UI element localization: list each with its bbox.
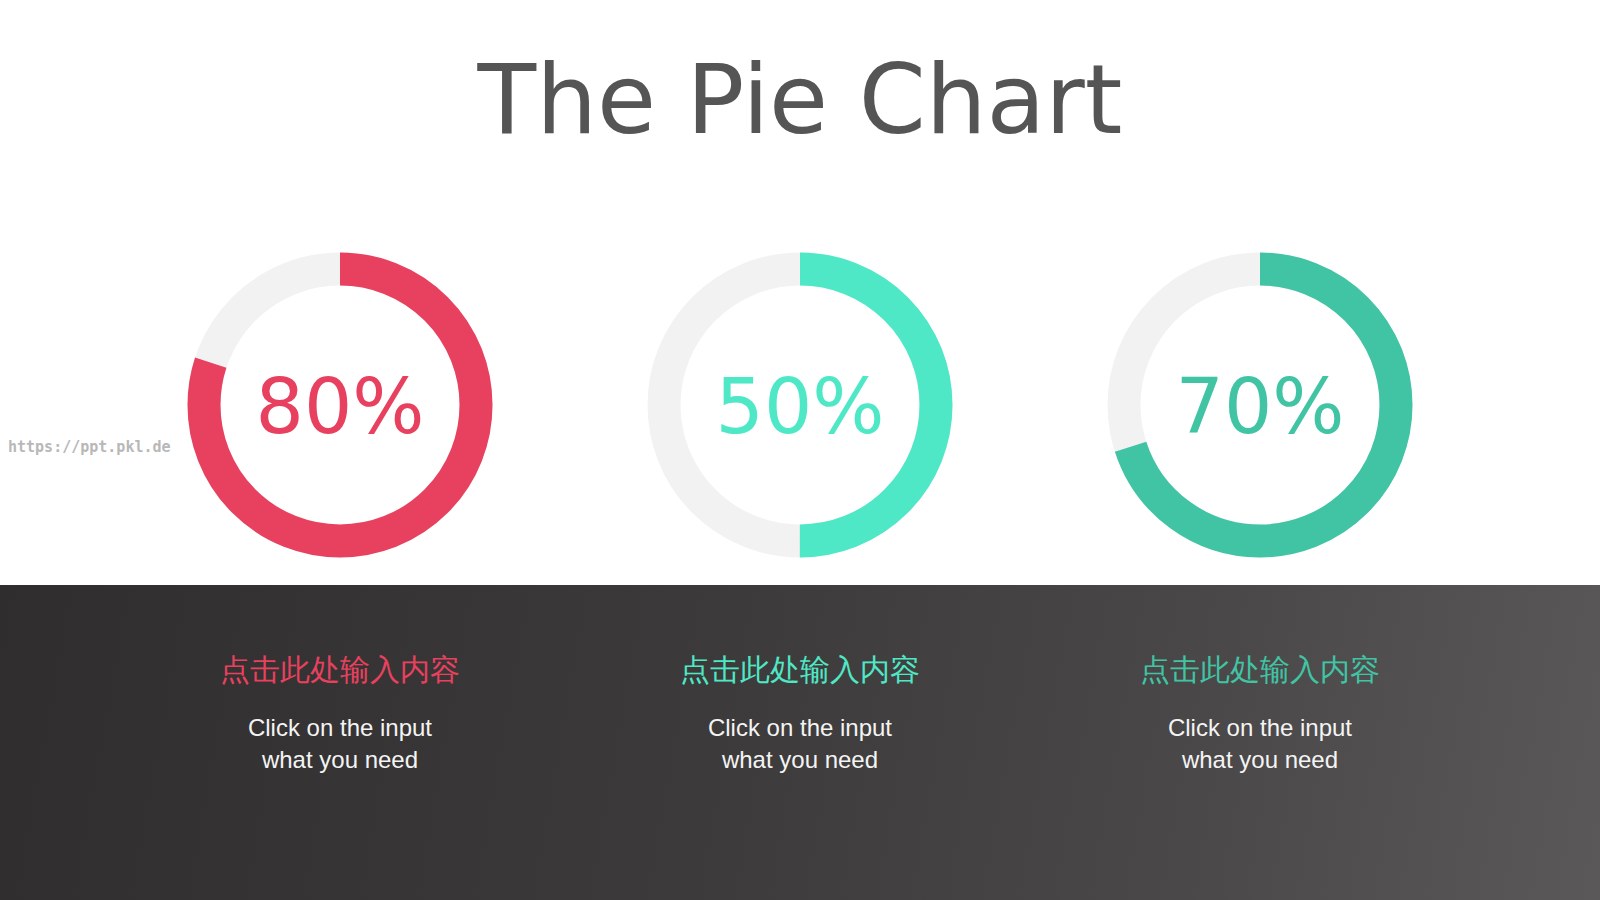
column-heading: 点击此处输入内容 (1060, 650, 1460, 690)
dark-band (0, 585, 1600, 900)
watermark: https://ppt.pkl.de (8, 438, 171, 456)
value-label: 50% (716, 362, 885, 451)
column-caption: Click on the input what you need (1140, 712, 1380, 776)
value-label: 70% (1176, 362, 1345, 451)
column-caption: Click on the input what you need (680, 712, 920, 776)
donut-arc (204, 269, 476, 541)
donut-track (664, 269, 936, 541)
column-caption: Click on the input what you need (220, 712, 460, 776)
column-heading: 点击此处输入内容 (600, 650, 1000, 690)
column-heading: 点击此处输入内容 (140, 650, 540, 690)
donut: 80% (204, 269, 476, 541)
page-title: The Pie Chart (0, 40, 1600, 160)
donut: 50% (664, 269, 936, 541)
donut-arc (1124, 269, 1396, 541)
donut-arc (664, 269, 936, 541)
donut-track (1124, 269, 1396, 541)
value-label: 80% (256, 362, 425, 451)
donut: 70% (1124, 269, 1396, 541)
donut-track (204, 269, 476, 541)
